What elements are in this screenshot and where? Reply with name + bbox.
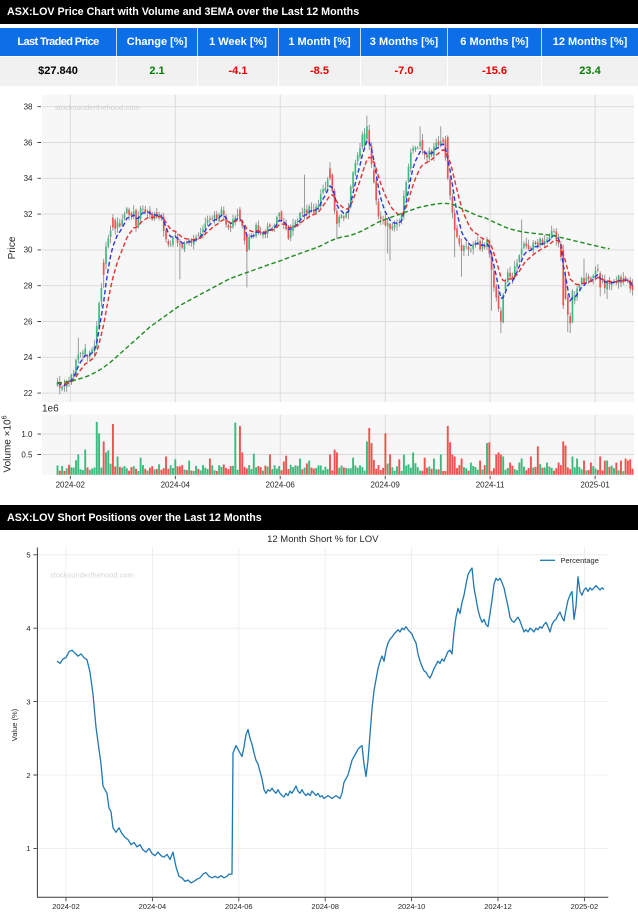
svg-text:22: 22 bbox=[24, 389, 33, 398]
svg-text:38: 38 bbox=[24, 103, 33, 112]
svg-text:26: 26 bbox=[24, 317, 33, 326]
svg-text:1: 1 bbox=[26, 844, 30, 853]
svg-text:3: 3 bbox=[26, 697, 30, 706]
svg-text:36: 36 bbox=[24, 138, 33, 147]
svg-text:32: 32 bbox=[24, 210, 33, 219]
svg-text:2024-06: 2024-06 bbox=[266, 481, 296, 490]
svg-text:2: 2 bbox=[26, 771, 30, 780]
svg-text:1e6: 1e6 bbox=[42, 403, 59, 414]
svg-text:2024-08: 2024-08 bbox=[311, 902, 339, 911]
svg-text:2024-11: 2024-11 bbox=[476, 481, 505, 490]
svg-text:2025-01: 2025-01 bbox=[580, 481, 610, 490]
svg-text:stocksunderthehood.com: stocksunderthehood.com bbox=[55, 103, 140, 112]
svg-text:Volume ×106: Volume ×106 bbox=[2, 415, 14, 472]
svg-text:1.0: 1.0 bbox=[21, 430, 33, 439]
svg-text:28: 28 bbox=[24, 282, 33, 291]
svg-text:2024-09: 2024-09 bbox=[371, 481, 401, 490]
svg-text:12 Month Short % for LOV: 12 Month Short % for LOV bbox=[267, 534, 379, 545]
svg-text:2024-04: 2024-04 bbox=[139, 902, 167, 911]
svg-text:4: 4 bbox=[26, 624, 30, 633]
svg-text:2024-10: 2024-10 bbox=[398, 902, 426, 911]
svg-text:stocksunderthehood.com: stocksunderthehood.com bbox=[50, 571, 134, 580]
svg-text:2024-02: 2024-02 bbox=[52, 902, 80, 911]
svg-text:0.5: 0.5 bbox=[21, 450, 33, 459]
svg-text:2024-02: 2024-02 bbox=[56, 481, 86, 490]
svg-text:2024-04: 2024-04 bbox=[161, 481, 191, 490]
svg-text:Percentage: Percentage bbox=[561, 556, 599, 565]
svg-text:2024-06: 2024-06 bbox=[225, 902, 253, 911]
svg-text:24: 24 bbox=[24, 353, 33, 362]
svg-text:5: 5 bbox=[26, 551, 30, 560]
svg-text:34: 34 bbox=[24, 174, 33, 183]
svg-text:30: 30 bbox=[24, 246, 33, 255]
svg-text:2024-12: 2024-12 bbox=[484, 902, 512, 911]
svg-text:2025-02: 2025-02 bbox=[571, 902, 599, 911]
svg-text:Value (%): Value (%) bbox=[10, 708, 19, 741]
svg-text:Price: Price bbox=[7, 236, 18, 259]
